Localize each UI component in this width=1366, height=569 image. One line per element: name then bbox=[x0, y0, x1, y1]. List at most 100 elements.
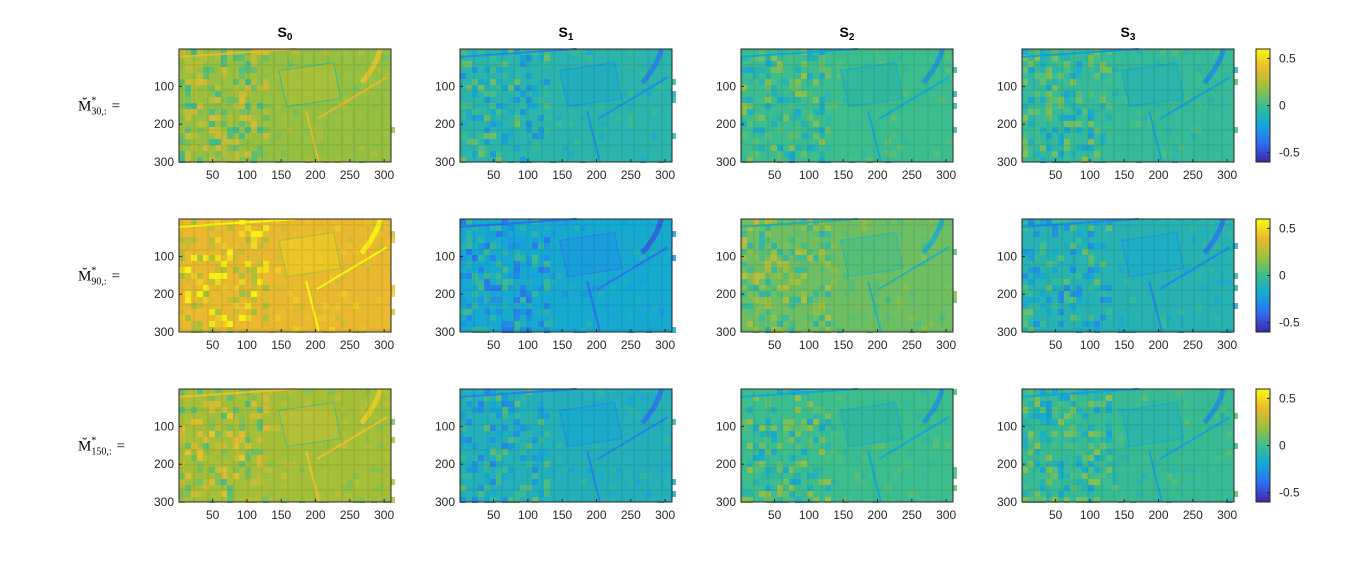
x-tick-label: 250 bbox=[1183, 168, 1203, 182]
x-tick-label: 100 bbox=[518, 508, 538, 522]
x-tick-label: 100 bbox=[237, 338, 257, 352]
y-tick-label: 200 bbox=[154, 457, 174, 471]
image-pixel-block bbox=[1232, 285, 1238, 291]
y-tick-label: 100 bbox=[154, 249, 174, 263]
image-pixel-block bbox=[670, 231, 676, 237]
column-title-1: S1 bbox=[559, 24, 574, 43]
image-texture bbox=[460, 389, 672, 502]
x-tick-label: 150 bbox=[833, 338, 853, 352]
axes-box bbox=[1021, 388, 1235, 503]
x-tick-label: 150 bbox=[1114, 508, 1134, 522]
y-tick-label: 100 bbox=[997, 79, 1017, 93]
y-tick-label: 100 bbox=[435, 419, 455, 433]
y-tick-label: 300 bbox=[997, 325, 1017, 339]
x-tick-label: 300 bbox=[655, 508, 675, 522]
y-tick-label: 100 bbox=[154, 419, 174, 433]
colorbar-tick-label: 0.5 bbox=[1279, 51, 1296, 65]
image-pixel-block bbox=[389, 479, 395, 485]
image-pixel-block bbox=[670, 479, 676, 485]
panel-r1-c1: 50 100 150 200 250 300 100 200 300 bbox=[435, 218, 676, 352]
image-pixel-block bbox=[670, 327, 676, 333]
image-pixel-block bbox=[951, 103, 957, 109]
x-tick-label: 300 bbox=[936, 508, 956, 522]
image-pixel-block bbox=[670, 255, 676, 261]
image-pixel-block bbox=[951, 67, 957, 73]
x-tick-label: 300 bbox=[936, 168, 956, 182]
y-tick-label: 300 bbox=[435, 495, 455, 509]
x-tick-label: 100 bbox=[518, 168, 538, 182]
x-tick-label: 300 bbox=[374, 168, 394, 182]
x-tick-label: 250 bbox=[1183, 508, 1203, 522]
x-tick-label: 200 bbox=[587, 338, 607, 352]
x-tick-label: 250 bbox=[621, 338, 641, 352]
column-titles-layer: S0 S1 S2 S3 bbox=[278, 24, 1136, 43]
x-tick-label: 300 bbox=[374, 338, 394, 352]
image-texture bbox=[741, 389, 953, 502]
x-tick-label: 150 bbox=[1114, 338, 1134, 352]
y-tick-label: 200 bbox=[154, 287, 174, 301]
x-tick-label: 250 bbox=[1183, 338, 1203, 352]
x-tick-label: 250 bbox=[340, 168, 360, 182]
x-tick-label: 50 bbox=[768, 338, 782, 352]
colorbar-tick-label: 0.5 bbox=[1279, 221, 1296, 235]
panel-r0-c0: 50 100 150 200 250 300 100 200 300 bbox=[154, 48, 395, 182]
x-tick-label: 50 bbox=[1049, 338, 1063, 352]
colorbars-layer: 0.5 0 -0.5 0.5 0 -0.5 0.5 0 -0.5 bbox=[1255, 48, 1300, 503]
axes-box bbox=[459, 218, 673, 333]
image-pixel-block bbox=[951, 485, 957, 491]
image-pixel-block bbox=[389, 237, 395, 243]
x-tick-label: 100 bbox=[518, 338, 538, 352]
y-tick-label: 100 bbox=[435, 249, 455, 263]
image-texture bbox=[179, 49, 391, 162]
panel-r2-c2: 50 100 150 200 250 300 100 200 300 bbox=[716, 388, 957, 522]
x-tick-label: 150 bbox=[552, 508, 572, 522]
x-tick-label: 50 bbox=[206, 508, 220, 522]
x-tick-label: 150 bbox=[833, 508, 853, 522]
image-pixel-block bbox=[670, 133, 676, 139]
axes-box bbox=[1021, 218, 1235, 333]
axes-box bbox=[740, 388, 954, 503]
x-tick-label: 100 bbox=[237, 508, 257, 522]
image-texture bbox=[179, 389, 391, 502]
colorbar-tick-label: 0 bbox=[1279, 99, 1286, 113]
y-tick-label: 200 bbox=[435, 117, 455, 131]
image-pixel-block bbox=[389, 419, 395, 425]
x-tick-label: 300 bbox=[936, 338, 956, 352]
image-pixel-block bbox=[389, 309, 395, 315]
image-texture bbox=[1022, 49, 1234, 162]
row-label-2: M̆* 150,: = bbox=[78, 436, 125, 458]
image-pixel-block bbox=[1232, 443, 1238, 449]
x-tick-label: 100 bbox=[1080, 168, 1100, 182]
image-pixel-block bbox=[1232, 303, 1238, 309]
image-texture bbox=[1022, 219, 1234, 332]
x-tick-label: 100 bbox=[799, 338, 819, 352]
x-tick-label: 200 bbox=[1149, 168, 1169, 182]
x-tick-label: 50 bbox=[768, 168, 782, 182]
y-tick-label: 300 bbox=[997, 155, 1017, 169]
colorbar-tick-label: -0.5 bbox=[1279, 146, 1300, 160]
image-pixel-block bbox=[389, 231, 395, 237]
y-tick-label: 200 bbox=[716, 117, 736, 131]
x-tick-label: 250 bbox=[621, 508, 641, 522]
image-pixel-block bbox=[670, 97, 676, 103]
image-pixel-block bbox=[951, 467, 957, 473]
x-tick-label: 100 bbox=[799, 168, 819, 182]
image-pixel-block bbox=[389, 497, 395, 503]
column-title-3: S3 bbox=[1121, 24, 1136, 43]
row-label-1: M̆* 90,: = bbox=[78, 266, 120, 288]
y-tick-label: 200 bbox=[154, 117, 174, 131]
colorbar-tick-label: 0 bbox=[1279, 269, 1286, 283]
image-texture bbox=[460, 219, 672, 332]
colorbar-tick-label: -0.5 bbox=[1279, 486, 1300, 500]
x-tick-label: 150 bbox=[552, 168, 572, 182]
x-tick-label: 300 bbox=[1217, 508, 1237, 522]
y-tick-label: 300 bbox=[997, 495, 1017, 509]
y-tick-label: 200 bbox=[435, 457, 455, 471]
y-tick-label: 200 bbox=[435, 287, 455, 301]
axes-box bbox=[1021, 48, 1235, 163]
panel-r0-c2: 50 100 150 200 250 300 100 200 300 bbox=[716, 48, 957, 182]
axes-box bbox=[178, 48, 392, 163]
panel-r0-c1: 50 100 150 200 250 300 100 200 300 bbox=[435, 48, 676, 182]
image-texture bbox=[741, 49, 953, 162]
